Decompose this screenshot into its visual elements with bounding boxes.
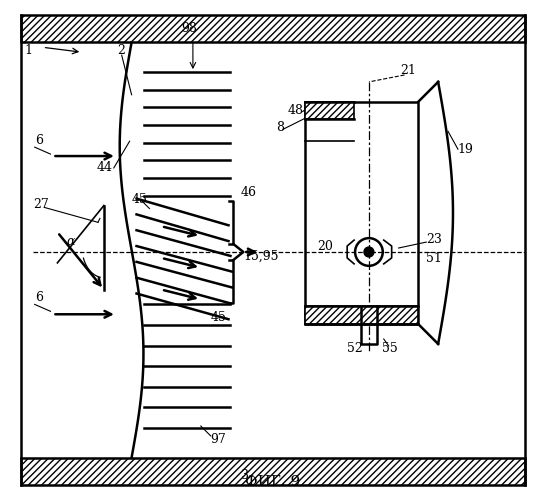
Text: 45: 45 [211, 311, 227, 324]
Bar [21, 14, 525, 42]
Text: 6: 6 [35, 292, 43, 304]
Text: 52: 52 [347, 342, 363, 355]
Text: 98: 98 [181, 22, 197, 36]
Text: 2: 2 [117, 44, 124, 57]
Text: α: α [66, 235, 75, 248]
Text: 3: 3 [241, 470, 250, 482]
Text: 51: 51 [426, 252, 442, 265]
Bar [305, 102, 354, 119]
Bar [21, 458, 525, 485]
Text: ФИГ. 9: ФИГ. 9 [245, 476, 301, 490]
Text: 23: 23 [426, 233, 442, 246]
Bar [21, 14, 525, 42]
Text: 44: 44 [97, 161, 113, 174]
Text: 48: 48 [288, 104, 304, 117]
Text: 20: 20 [318, 240, 334, 253]
Text: 6: 6 [35, 134, 43, 147]
Circle shape [364, 247, 374, 257]
Bar [305, 306, 418, 324]
Text: 45: 45 [132, 192, 147, 205]
Text: 21: 21 [401, 64, 417, 77]
Text: 55: 55 [382, 342, 397, 355]
Text: 19: 19 [458, 143, 474, 156]
Text: 8: 8 [276, 122, 284, 134]
Text: 97: 97 [211, 433, 227, 446]
Bar [21, 458, 525, 485]
Text: 1: 1 [25, 44, 33, 58]
Text: 46: 46 [240, 186, 257, 198]
Text: 27: 27 [33, 198, 49, 211]
Text: 15,95: 15,95 [244, 250, 279, 263]
